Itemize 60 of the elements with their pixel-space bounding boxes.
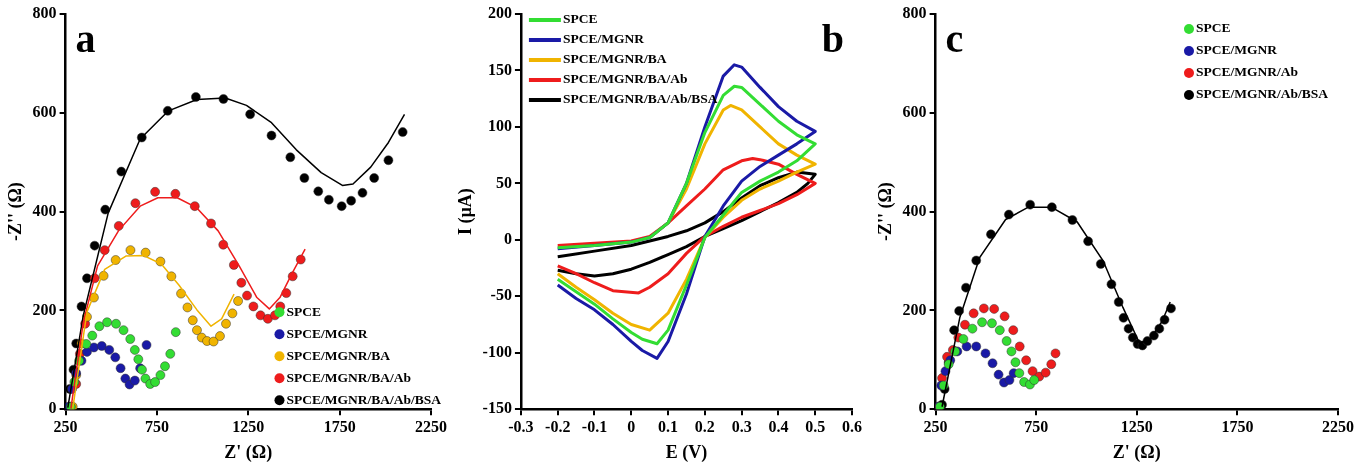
legend-label: SPCE/MGNR bbox=[286, 325, 368, 341]
x-tick-label: -0.3 bbox=[508, 417, 534, 435]
x-tick-label: 0.2 bbox=[694, 417, 715, 435]
x-tick-label: 1750 bbox=[323, 417, 356, 435]
y-tick-label: -100 bbox=[482, 342, 512, 360]
y-axis-title: -Z'' (Ω) bbox=[875, 182, 897, 242]
x-tick-label: 750 bbox=[1024, 417, 1049, 435]
x-tick-label: 0.3 bbox=[731, 417, 752, 435]
legend-label: SPCE/MGNR bbox=[1195, 42, 1278, 58]
x-tick-label: 250 bbox=[923, 417, 948, 435]
legend-label: SPCE bbox=[1195, 20, 1231, 36]
y-tick-label: 600 bbox=[902, 102, 927, 120]
x-tick-label: 0.4 bbox=[768, 417, 789, 435]
y-tick-label: 0 bbox=[48, 399, 57, 417]
y-tick-label: 150 bbox=[487, 60, 512, 78]
y-tick-label: 600 bbox=[32, 102, 57, 120]
y-tick-label: 100 bbox=[487, 117, 512, 135]
x-tick-label: 750 bbox=[144, 417, 169, 435]
y-tick-label: 200 bbox=[487, 4, 512, 22]
legend-label: SPCE/MGNR/BA bbox=[562, 51, 667, 67]
y-tick-label: -150 bbox=[482, 399, 512, 417]
x-tick-label: 0.1 bbox=[658, 417, 679, 435]
x-tick-label: 250 bbox=[53, 417, 78, 435]
x-tick-label: -0.1 bbox=[581, 417, 608, 435]
annotation: b bbox=[821, 16, 844, 62]
legend-label: SPCE/MGNR/Ab/BSA bbox=[1195, 86, 1329, 102]
legend-label: SPCE/MGNR/BA/Ab bbox=[286, 369, 411, 385]
x-tick-label: 2250 bbox=[1322, 417, 1354, 435]
x-axis-title: Z' (Ω) bbox=[224, 441, 273, 463]
y-tick-label: 50 bbox=[495, 173, 512, 191]
x-tick-label: 2250 bbox=[415, 417, 447, 435]
legend-label: SPCE/MGNR/BA/Ab/BSA bbox=[286, 391, 442, 407]
y-tick-label: -50 bbox=[490, 286, 512, 304]
x-tick-label: 1250 bbox=[232, 417, 265, 435]
y-tick-label: 800 bbox=[32, 4, 57, 22]
legend-label: SPCE bbox=[562, 11, 598, 27]
y-axis-title: I (µA) bbox=[455, 188, 477, 236]
legend-label: SPCE/MGNR/BA bbox=[286, 347, 391, 363]
x-tick-label: 0.6 bbox=[842, 417, 862, 435]
y-axis-title: -Z'' (Ω) bbox=[5, 182, 27, 242]
y-tick-label: 0 bbox=[503, 229, 512, 247]
legend-label: SPCE/MGNR/BA/Ab bbox=[562, 71, 688, 87]
x-tick-label: 0.5 bbox=[805, 417, 826, 435]
annotation: c bbox=[945, 16, 964, 62]
x-axis-title: E (V) bbox=[665, 441, 708, 463]
legend-label: SPCE bbox=[286, 303, 321, 319]
y-tick-label: 200 bbox=[902, 300, 927, 318]
x-tick-label: -0.2 bbox=[545, 417, 571, 435]
y-tick-label: 0 bbox=[918, 399, 927, 417]
y-tick-label: 800 bbox=[902, 4, 927, 22]
annotation: a bbox=[75, 16, 96, 62]
x-tick-label: 1250 bbox=[1120, 417, 1153, 435]
y-tick-label: 400 bbox=[32, 201, 57, 219]
legend-label: SPCE/MGNR bbox=[562, 31, 645, 47]
legend-label: SPCE/MGNR/Ab bbox=[1195, 64, 1298, 80]
x-tick-label: 0 bbox=[627, 417, 636, 435]
x-tick-label: 1750 bbox=[1221, 417, 1254, 435]
y-tick-label: 200 bbox=[32, 300, 57, 318]
y-tick-label: 400 bbox=[902, 201, 927, 219]
x-axis-title: Z' (Ω) bbox=[1112, 441, 1161, 463]
